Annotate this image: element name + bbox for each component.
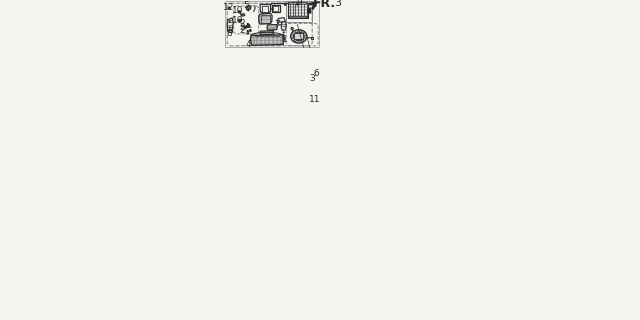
Polygon shape: [267, 25, 277, 30]
Text: 1: 1: [282, 35, 287, 44]
Polygon shape: [260, 4, 271, 13]
Text: 2: 2: [239, 19, 245, 28]
Circle shape: [284, 4, 286, 5]
Polygon shape: [272, 5, 280, 12]
Polygon shape: [277, 18, 285, 25]
Polygon shape: [246, 25, 249, 28]
Polygon shape: [282, 21, 286, 30]
Circle shape: [244, 27, 246, 28]
Polygon shape: [288, 3, 308, 18]
Ellipse shape: [294, 32, 304, 41]
Polygon shape: [259, 13, 272, 24]
Circle shape: [248, 10, 249, 11]
Polygon shape: [291, 27, 293, 30]
Circle shape: [296, 3, 298, 5]
Polygon shape: [273, 6, 278, 11]
Circle shape: [293, 2, 294, 4]
Text: 10: 10: [232, 6, 243, 15]
Text: 11: 11: [309, 95, 321, 104]
Polygon shape: [247, 33, 248, 34]
Circle shape: [298, 35, 300, 37]
Circle shape: [247, 23, 248, 24]
Text: 8: 8: [226, 29, 232, 38]
Text: 4: 4: [246, 40, 251, 49]
Polygon shape: [260, 30, 274, 35]
Text: 6: 6: [314, 69, 319, 78]
Circle shape: [247, 30, 248, 31]
Circle shape: [298, 36, 300, 37]
Polygon shape: [262, 6, 268, 12]
Polygon shape: [250, 29, 252, 31]
Circle shape: [229, 27, 230, 28]
Text: 5: 5: [244, 1, 250, 10]
Polygon shape: [227, 18, 233, 31]
Polygon shape: [228, 30, 232, 32]
Circle shape: [229, 7, 230, 8]
Ellipse shape: [247, 6, 250, 8]
Ellipse shape: [239, 20, 241, 21]
Text: 9: 9: [296, 0, 302, 7]
Text: FR.: FR.: [313, 0, 336, 10]
Text: 10: 10: [232, 16, 243, 25]
Ellipse shape: [291, 30, 307, 43]
Polygon shape: [246, 6, 251, 10]
Polygon shape: [250, 35, 284, 45]
Ellipse shape: [238, 11, 241, 13]
Text: 7: 7: [275, 20, 280, 29]
Text: 12: 12: [223, 3, 234, 12]
Circle shape: [229, 21, 230, 23]
Text: 3: 3: [309, 74, 315, 83]
Polygon shape: [294, 33, 303, 39]
Circle shape: [283, 32, 284, 33]
Polygon shape: [307, 8, 311, 13]
Polygon shape: [247, 23, 249, 25]
Text: 3: 3: [334, 0, 341, 8]
Polygon shape: [311, 37, 313, 39]
Text: 2: 2: [239, 27, 245, 36]
Circle shape: [291, 28, 293, 29]
Ellipse shape: [246, 26, 249, 27]
Circle shape: [228, 7, 230, 9]
Polygon shape: [261, 31, 273, 34]
Polygon shape: [288, 16, 308, 18]
Ellipse shape: [241, 14, 245, 16]
Polygon shape: [244, 27, 246, 29]
Ellipse shape: [238, 20, 241, 21]
Polygon shape: [288, 3, 308, 4]
Text: 2: 2: [239, 22, 245, 32]
